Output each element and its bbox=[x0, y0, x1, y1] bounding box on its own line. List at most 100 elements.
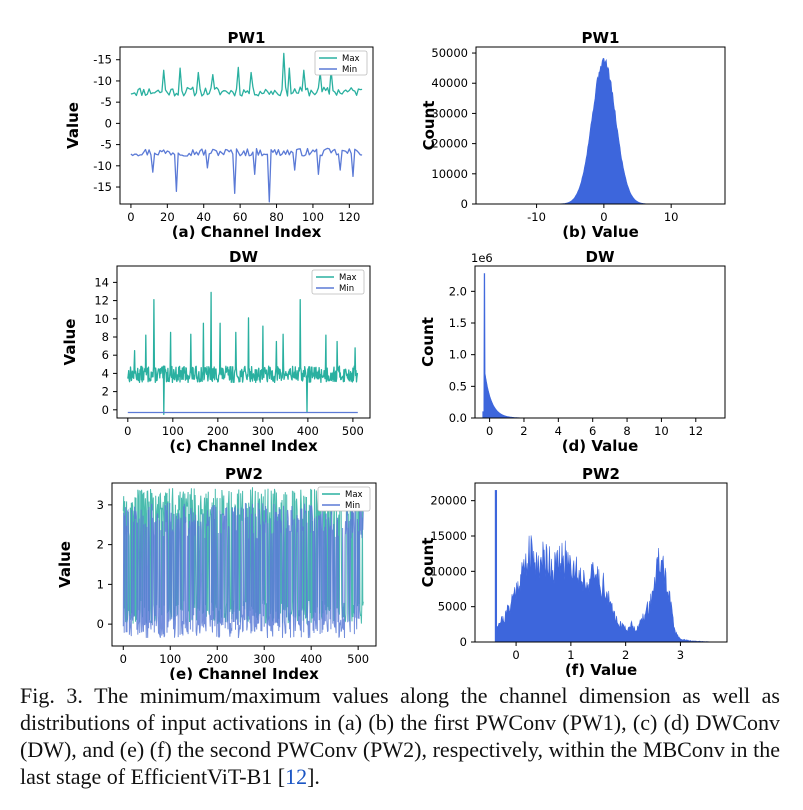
histogram-bars bbox=[496, 535, 714, 643]
chart-title: PW2 bbox=[582, 465, 620, 483]
figure-caption: Fig. 3. The minimum/maximum values along… bbox=[20, 682, 780, 790]
y-tick-label: 1 bbox=[97, 577, 104, 591]
x-tick-label: 120 bbox=[338, 210, 360, 224]
y-tick-label: 1.5 bbox=[449, 316, 467, 330]
series-max-line bbox=[130, 52, 363, 97]
y-tick-label: 1.0 bbox=[449, 348, 467, 362]
x-tick-label: 10 bbox=[664, 210, 679, 224]
y-tick-label: 0.0 bbox=[449, 411, 467, 425]
y-tick-label: -5 bbox=[101, 138, 112, 152]
y-tick-label: -15 bbox=[93, 53, 112, 67]
y-tick-label: 10000 bbox=[430, 564, 467, 578]
y-tick-label: 0 bbox=[460, 635, 467, 649]
plot-frame bbox=[119, 46, 374, 205]
x-tick-label: 60 bbox=[233, 210, 248, 224]
y-axis-label: Value bbox=[56, 541, 74, 588]
y-axis-label: Value bbox=[61, 319, 79, 366]
plot-frame bbox=[111, 482, 377, 647]
y-tick-label: 2 bbox=[102, 385, 109, 399]
y-tick-label: -5 bbox=[101, 95, 112, 109]
legend-min-label: Min bbox=[339, 284, 354, 294]
x-axis-label: (c) Channel Index bbox=[169, 437, 318, 455]
x-tick-label: 8 bbox=[623, 424, 630, 438]
x-tick-label: 300 bbox=[252, 424, 274, 438]
y-tick-label: 5000 bbox=[438, 600, 467, 614]
plot-frame bbox=[116, 265, 371, 419]
y-tick-label: 30000 bbox=[431, 106, 468, 120]
x-tick-label: -10 bbox=[527, 210, 546, 224]
y-tick-label: 0 bbox=[105, 116, 112, 130]
legend-min-label: Min bbox=[345, 501, 360, 511]
x-tick-label: 0 bbox=[120, 652, 127, 666]
histogram-bars bbox=[482, 273, 550, 419]
x-tick-label: 3 bbox=[677, 648, 684, 662]
x-tick-label: 300 bbox=[253, 652, 275, 666]
plot-frame bbox=[474, 265, 726, 419]
x-tick-label: 80 bbox=[269, 210, 284, 224]
x-axis-label: (d) Value bbox=[562, 437, 639, 455]
chart-title: PW1 bbox=[228, 29, 266, 47]
x-axis-label: (b) Value bbox=[562, 223, 639, 241]
x-tick-label: 0 bbox=[600, 210, 607, 224]
x-tick-label: 6 bbox=[589, 424, 596, 438]
y-tick-label: 40000 bbox=[431, 76, 468, 90]
y-tick-label: 12 bbox=[94, 294, 109, 308]
x-tick-label: 100 bbox=[162, 424, 184, 438]
x-axis-label: (a) Channel Index bbox=[172, 223, 322, 241]
x-tick-label: 100 bbox=[159, 652, 181, 666]
y-tick-label: -10 bbox=[93, 74, 112, 88]
legend-min-label: Min bbox=[342, 65, 357, 75]
x-tick-label: 0 bbox=[512, 648, 519, 662]
x-tick-label: 4 bbox=[555, 424, 562, 438]
caption-text: Fig. 3. The minimum/maximum values along… bbox=[20, 683, 780, 789]
citation-link[interactable]: 12 bbox=[285, 764, 308, 789]
y-tick-label: 0 bbox=[461, 197, 468, 211]
y-tick-label: 3 bbox=[97, 498, 104, 512]
chart-title: PW1 bbox=[582, 29, 620, 47]
series-max-line bbox=[127, 291, 359, 416]
x-axis-label: (e) Channel Index bbox=[169, 665, 319, 680]
y-tick-label: 0.5 bbox=[449, 379, 467, 393]
y-tick-label: 6 bbox=[102, 348, 109, 362]
x-tick-label: 2 bbox=[622, 648, 629, 662]
legend-max-label: Max bbox=[342, 54, 360, 64]
x-tick-label: 500 bbox=[342, 424, 364, 438]
chart-title: DW bbox=[586, 248, 615, 266]
histogram-spike bbox=[494, 490, 498, 642]
y-axis-label: Value bbox=[64, 102, 82, 149]
x-tick-label: 0 bbox=[127, 210, 134, 224]
y-tick-label: 10000 bbox=[431, 167, 468, 181]
y-axis-label: Count bbox=[419, 317, 437, 367]
x-tick-label: 200 bbox=[207, 424, 229, 438]
y-tick-label: 2.0 bbox=[449, 284, 467, 298]
y-tick-label: 14 bbox=[94, 275, 109, 289]
pw2-minmax-chart: PW2 (e) Channel Index Value 0 100 200 300 400 50… bbox=[56, 465, 377, 683]
pw2-histogram-chart: PW2 (f) Value Count 0 1 2 3 0 5000 10000 15000 2000… bbox=[419, 465, 728, 679]
x-tick-label: 100 bbox=[302, 210, 324, 224]
y-offset-label: 1e6 bbox=[471, 251, 493, 265]
dw-histogram-chart: DW (d) Value Count 0 2 4 6 8 10 12 0.0 0.5 1.0 1.5 2.0… bbox=[419, 248, 726, 455]
x-tick-label: 400 bbox=[297, 424, 319, 438]
x-tick-label: 10 bbox=[654, 424, 669, 438]
y-tick-label: -10 bbox=[93, 159, 112, 173]
y-tick-label: 50000 bbox=[431, 46, 468, 60]
x-tick-label: 0 bbox=[124, 424, 131, 438]
plot-frame bbox=[475, 46, 726, 205]
y-tick-label: 0 bbox=[102, 403, 109, 417]
legend-max-label: Max bbox=[339, 273, 357, 283]
y-axis-label: Count bbox=[420, 101, 438, 151]
plot-frame bbox=[474, 482, 728, 643]
chart-title: DW bbox=[229, 248, 258, 266]
y-tick-label: 10 bbox=[94, 312, 109, 326]
y-tick-label: 4 bbox=[102, 366, 109, 380]
y-axis-label: Count bbox=[419, 538, 437, 588]
x-tick-label: 40 bbox=[196, 210, 211, 224]
y-tick-label: 2 bbox=[97, 538, 104, 552]
chart-title: PW2 bbox=[225, 465, 263, 483]
x-tick-label: 400 bbox=[300, 652, 322, 666]
y-tick-label: 15000 bbox=[430, 529, 467, 543]
y-tick-label: 8 bbox=[102, 330, 109, 344]
legend-max-label: Max bbox=[345, 490, 363, 500]
